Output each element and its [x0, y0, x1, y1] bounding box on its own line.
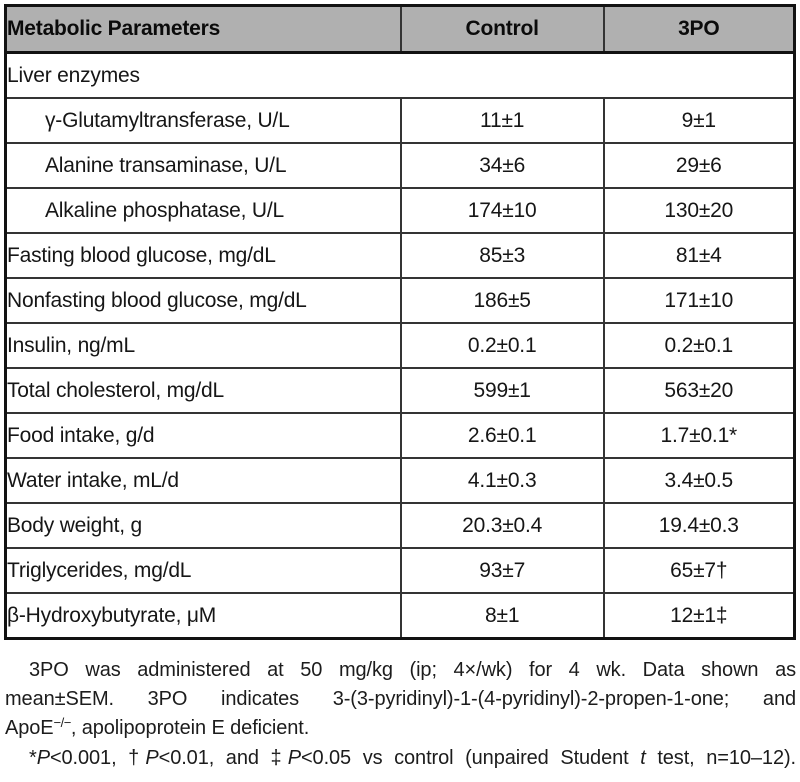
col-header-metabolic-parameters: Metabolic Parameters	[4, 4, 402, 54]
table-body: Liver enzymes γ-Glutamyltransferase, U/L 1…	[4, 51, 796, 640]
footnote-text: <0.01, and ‡	[158, 747, 288, 769]
footnote-text: P	[287, 747, 301, 769]
3po-value: 81±4	[602, 232, 796, 279]
footnote-text: , apolipoprotein E deficient.	[70, 717, 310, 739]
col-header-3po: 3PO	[602, 4, 796, 54]
3po-value: 19.4±0.3	[602, 502, 796, 549]
footnote-text: P	[145, 747, 159, 769]
table-row: Total cholesterol, mg/dL 599±1 563±20	[4, 367, 796, 414]
footnote-line: 3PO was administered at 50 mg/kg (ip; 4×…	[5, 656, 796, 685]
control-value: 8±1	[399, 592, 605, 640]
parameter-label: Food intake, g/d	[4, 412, 402, 459]
table-row: Nonfasting blood glucose, mg/dL 186±5 171±…	[4, 277, 796, 324]
parameter-label: Body weight, g	[4, 502, 402, 549]
footnote-text: P	[36, 747, 50, 769]
parameter-label: Insulin, ng/mL	[4, 322, 402, 369]
table-row: Insulin, ng/mL 0.2±0.1 0.2±0.1	[4, 322, 796, 369]
table-row: Body weight, g 20.3±0.4 19.4±0.3	[4, 502, 796, 549]
3po-value: 9±1	[602, 97, 796, 144]
parameter-label: Water intake, mL/d	[4, 457, 402, 504]
footnote-text: ApoE	[5, 717, 54, 739]
table-row: Alanine transaminase, U/L 34±6 29±6	[4, 142, 796, 189]
control-value: 85±3	[399, 232, 605, 279]
section-label: Liver enzymes	[4, 51, 796, 99]
control-value: 186±5	[399, 277, 605, 324]
3po-value: 171±10	[602, 277, 796, 324]
control-value: 93±7	[399, 547, 605, 594]
3po-value: 563±20	[602, 367, 796, 414]
3po-value: 12±1‡	[602, 592, 796, 640]
control-value: 0.2±0.1	[399, 322, 605, 369]
table-row: Triglycerides, mg/dL 93±7 65±7†	[4, 547, 796, 594]
3po-value: 130±20	[602, 187, 796, 234]
metabolic-parameters-table: Metabolic Parameters Control 3PO Liver e…	[4, 4, 796, 640]
control-value: 11±1	[399, 97, 605, 144]
table-row: β-Hydroxybutyrate, μM 8±1 12±1‡	[4, 592, 796, 640]
table-row: Food intake, g/d 2.6±0.1 1.7±0.1*	[4, 412, 796, 459]
footnote-line: *P<0.001, †P<0.01, and ‡P<0.05 vs contro…	[5, 744, 796, 773]
control-value: 4.1±0.3	[399, 457, 605, 504]
control-value: 20.3±0.4	[399, 502, 605, 549]
footnote-line: mean±SEM. 3PO indicates 3-(3-pyridinyl)-…	[5, 685, 796, 714]
table-footnote: 3PO was administered at 50 mg/kg (ip; 4×…	[5, 656, 796, 773]
footnote-text: 3PO was administered at 50 mg/kg (ip; 4×…	[29, 659, 796, 681]
table-row: γ-Glutamyltransferase, U/L 11±1 9±1	[4, 97, 796, 144]
parameter-label: Triglycerides, mg/dL	[4, 547, 402, 594]
parameter-label: β-Hydroxybutyrate, μM	[4, 592, 402, 640]
table-row: Fasting blood glucose, mg/dL 85±3 81±4	[4, 232, 796, 279]
parameter-label: Fasting blood glucose, mg/dL	[4, 232, 402, 279]
table-row: Alkaline phosphatase, U/L 174±10 130±20	[4, 187, 796, 234]
col-header-control: Control	[399, 4, 605, 54]
footnote-text: *	[29, 747, 37, 769]
3po-value: 65±7†	[602, 547, 796, 594]
control-value: 599±1	[399, 367, 605, 414]
parameter-label: Nonfasting blood glucose, mg/dL	[4, 277, 402, 324]
table-row: Liver enzymes	[4, 51, 796, 99]
footnote-text: test, n=10–12).	[645, 747, 796, 769]
table-row: Water intake, mL/d 4.1±0.3 3.4±0.5	[4, 457, 796, 504]
parameter-label: γ-Glutamyltransferase, U/L	[4, 97, 402, 144]
table-header-row: Metabolic Parameters Control 3PO	[4, 4, 796, 54]
3po-value: 1.7±0.1*	[602, 412, 796, 459]
3po-value: 29±6	[602, 142, 796, 189]
footnote-text: mean±SEM. 3PO indicates 3-(3-pyridinyl)-…	[5, 688, 796, 710]
parameter-label: Alanine transaminase, U/L	[4, 142, 402, 189]
footnote-text: <0.001, †	[49, 747, 146, 769]
footnote-text: <0.05 vs control (unpaired Student	[300, 747, 641, 769]
3po-value: 0.2±0.1	[602, 322, 796, 369]
footnote-text: t	[640, 747, 646, 769]
parameter-label: Total cholesterol, mg/dL	[4, 367, 402, 414]
metabolic-parameters-table-wrap: Metabolic Parameters Control 3PO Liver e…	[4, 4, 796, 640]
3po-value: 3.4±0.5	[602, 457, 796, 504]
control-value: 34±6	[399, 142, 605, 189]
footnote-line: ApoE−/−, apolipoprotein E deficient.	[5, 714, 796, 744]
footnote-text: −/−	[53, 715, 72, 730]
control-value: 2.6±0.1	[399, 412, 605, 459]
parameter-label: Alkaline phosphatase, U/L	[4, 187, 402, 234]
control-value: 174±10	[399, 187, 605, 234]
